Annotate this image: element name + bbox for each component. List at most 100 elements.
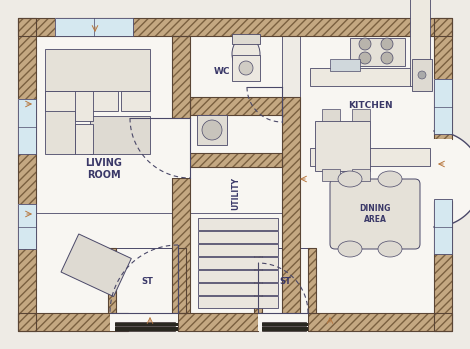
Bar: [45, 49, 150, 91]
Bar: [434, 18, 452, 139]
Bar: [172, 178, 190, 313]
Bar: [262, 248, 308, 313]
Bar: [178, 313, 258, 331]
Bar: [18, 313, 128, 331]
Bar: [198, 296, 278, 308]
Bar: [178, 248, 186, 313]
Bar: [172, 36, 190, 118]
Bar: [198, 231, 278, 243]
Bar: [308, 313, 452, 331]
Bar: [178, 313, 258, 331]
Bar: [412, 59, 432, 91]
Bar: [172, 178, 190, 313]
Bar: [434, 201, 452, 331]
Bar: [178, 248, 186, 313]
Bar: [350, 38, 405, 66]
Bar: [108, 248, 116, 313]
Bar: [434, 139, 452, 219]
Ellipse shape: [378, 241, 402, 257]
Text: ST: ST: [141, 276, 153, 285]
Bar: [18, 18, 452, 36]
Bar: [434, 18, 452, 139]
Bar: [18, 204, 36, 249]
Bar: [352, 169, 370, 181]
Bar: [115, 327, 178, 331]
Bar: [18, 18, 36, 331]
Bar: [110, 313, 178, 331]
Bar: [172, 36, 190, 118]
Bar: [198, 257, 278, 269]
Bar: [75, 124, 93, 154]
Bar: [308, 248, 316, 313]
Bar: [322, 169, 340, 181]
Bar: [254, 248, 262, 313]
Bar: [172, 178, 190, 313]
Bar: [315, 121, 370, 171]
Bar: [232, 55, 260, 81]
Bar: [18, 313, 128, 331]
Bar: [172, 36, 190, 118]
Bar: [61, 234, 131, 297]
Circle shape: [418, 71, 426, 79]
Text: UTILITY: UTILITY: [232, 178, 241, 210]
Bar: [310, 148, 430, 166]
Bar: [434, 201, 452, 331]
Text: ST: ST: [279, 276, 291, 285]
Bar: [190, 97, 282, 115]
Bar: [232, 34, 260, 44]
Ellipse shape: [338, 171, 362, 187]
Circle shape: [359, 38, 371, 50]
Bar: [352, 109, 370, 121]
Bar: [190, 153, 282, 167]
Bar: [434, 199, 452, 254]
Bar: [190, 97, 282, 115]
Bar: [18, 99, 36, 154]
Bar: [178, 313, 258, 331]
Text: DINING
AREA: DINING AREA: [359, 204, 391, 224]
Bar: [434, 79, 452, 134]
Bar: [434, 79, 452, 134]
Bar: [322, 109, 340, 121]
Bar: [190, 36, 282, 97]
Bar: [310, 68, 430, 86]
Bar: [262, 323, 308, 326]
Bar: [36, 213, 434, 313]
Bar: [108, 248, 116, 313]
Bar: [190, 153, 282, 167]
Bar: [18, 313, 128, 331]
Bar: [434, 199, 452, 254]
Bar: [258, 313, 308, 331]
Bar: [108, 248, 116, 313]
Bar: [18, 18, 36, 331]
Polygon shape: [434, 131, 470, 227]
Ellipse shape: [378, 171, 402, 187]
Ellipse shape: [338, 241, 362, 257]
Bar: [115, 322, 175, 326]
Bar: [262, 327, 306, 331]
Bar: [18, 18, 36, 331]
Bar: [36, 36, 172, 313]
Bar: [18, 204, 36, 249]
Bar: [308, 313, 452, 331]
Bar: [190, 115, 282, 153]
Bar: [45, 91, 80, 111]
Bar: [115, 248, 178, 313]
Bar: [18, 18, 452, 36]
Bar: [262, 327, 308, 331]
Bar: [18, 18, 452, 36]
FancyBboxPatch shape: [330, 179, 420, 249]
Bar: [55, 18, 133, 36]
Bar: [190, 153, 282, 167]
Bar: [198, 244, 278, 256]
Circle shape: [202, 120, 222, 140]
Bar: [190, 167, 282, 313]
Bar: [115, 323, 178, 326]
Circle shape: [381, 38, 393, 50]
Bar: [121, 91, 150, 111]
Bar: [190, 97, 282, 115]
Text: WC: WC: [214, 67, 230, 75]
Bar: [282, 97, 300, 313]
Bar: [308, 248, 316, 313]
Bar: [198, 283, 278, 295]
Ellipse shape: [232, 37, 260, 72]
